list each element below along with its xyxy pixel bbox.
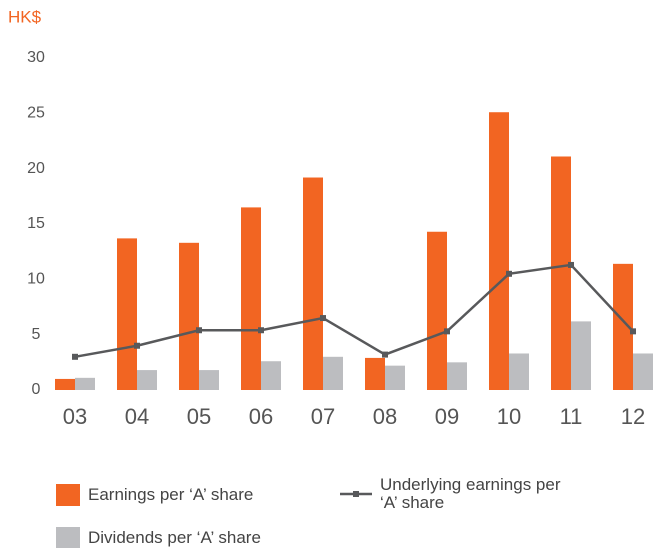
legend-label: Dividends per ‘A’ share xyxy=(88,528,261,547)
bar xyxy=(117,238,137,390)
bar xyxy=(137,370,157,390)
bar xyxy=(261,361,281,390)
bar xyxy=(633,353,653,390)
legend-label: Underlying earnings per ‘A’ share xyxy=(380,475,561,512)
legend-swatch xyxy=(56,527,80,548)
marker xyxy=(72,353,78,360)
bar xyxy=(489,112,509,390)
y-tick-label: 15 xyxy=(27,215,45,232)
bar xyxy=(365,357,385,390)
bar xyxy=(509,353,529,390)
legend-swatch xyxy=(56,484,80,506)
marker xyxy=(382,351,388,358)
bar xyxy=(551,156,571,390)
x-tick-label: 09 xyxy=(435,404,459,429)
bar xyxy=(303,177,323,390)
marker xyxy=(630,328,636,335)
y-tick-label: 5 xyxy=(32,326,41,343)
x-tick-label: 05 xyxy=(187,404,211,429)
x-tick-label: 08 xyxy=(373,404,397,429)
marker xyxy=(258,327,264,334)
x-tick-label: 03 xyxy=(63,404,87,429)
bar xyxy=(385,365,405,390)
y-tick-label: 30 xyxy=(27,49,45,66)
x-tick-label: 12 xyxy=(621,404,645,429)
y-tick-label: 20 xyxy=(27,160,45,177)
marker xyxy=(320,315,326,322)
marker xyxy=(444,328,450,335)
line xyxy=(74,263,634,359)
bar xyxy=(179,242,199,390)
marker xyxy=(134,342,140,349)
marker xyxy=(506,270,512,277)
y-tick-label: 10 xyxy=(27,271,45,288)
legend-swatch xyxy=(353,491,359,497)
bar xyxy=(75,377,95,390)
bar xyxy=(241,207,261,390)
bar xyxy=(323,356,343,390)
x-tick-label: 11 xyxy=(560,404,583,429)
x-tick-label: 10 xyxy=(497,404,521,429)
marker xyxy=(196,327,202,334)
bar xyxy=(427,231,447,390)
x-tick-label: 07 xyxy=(311,404,335,429)
x-tick-label: 04 xyxy=(125,404,149,429)
y-axis-label: HK$ xyxy=(8,7,42,26)
bar xyxy=(55,378,75,390)
y-tick-label: 25 xyxy=(27,105,45,122)
bar xyxy=(571,321,591,390)
marker xyxy=(568,261,574,268)
legend-label: Earnings per ‘A’ share xyxy=(88,485,254,504)
bar xyxy=(199,370,219,390)
y-tick-label: 0 xyxy=(32,381,41,398)
x-tick-label: 06 xyxy=(249,404,273,429)
bar xyxy=(613,263,633,390)
bar xyxy=(447,362,467,390)
